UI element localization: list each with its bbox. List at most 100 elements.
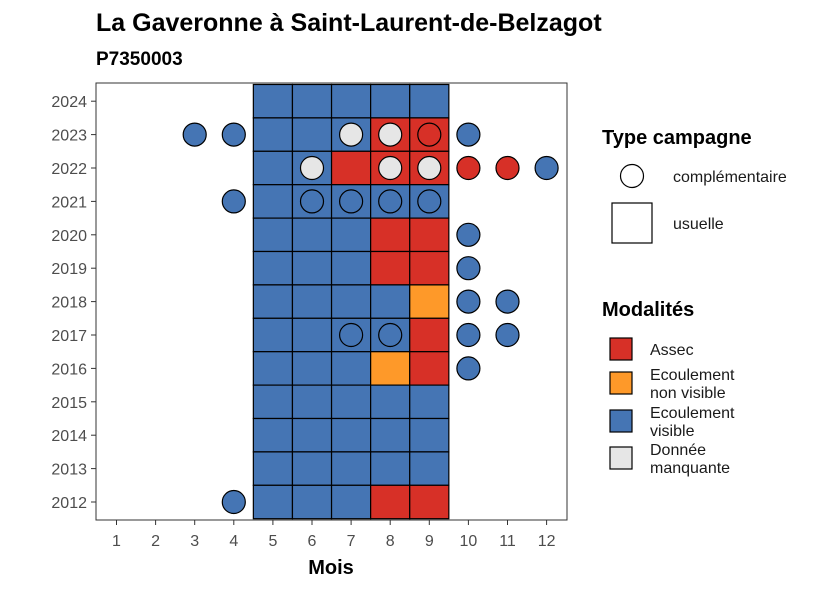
tile-2013-6 (291, 451, 333, 486)
y-tick-label-2022: 2022 (51, 161, 87, 178)
tile-2012-9 (409, 484, 450, 520)
y-tick-label-2014: 2014 (51, 428, 87, 445)
x-tick-label-4: 4 (229, 533, 238, 550)
legend-key-3 (609, 446, 633, 470)
point-2022-12 (534, 155, 559, 181)
y-tick-label-2017: 2017 (51, 328, 87, 345)
tile-2014-9 (409, 417, 450, 453)
tile-2024-6 (291, 83, 333, 119)
tile-2019-8 (370, 250, 411, 286)
point-2023-10 (456, 122, 481, 147)
tile-2012-5 (252, 484, 294, 520)
legend-key-0 (609, 337, 633, 361)
tile-2019-7 (330, 250, 372, 286)
tile-2014-6 (291, 417, 333, 453)
legend-label-2-1: visible (650, 423, 695, 440)
legend-key-2 (609, 409, 633, 433)
tile-2022-7 (330, 150, 372, 186)
legend-key-1 (609, 371, 633, 395)
legend: Type campagne complémentaire usuelle Modali… (602, 127, 787, 477)
point-2022-8 (378, 155, 403, 181)
y-tick-label-2012: 2012 (51, 495, 87, 512)
legend-type-circle (619, 163, 645, 189)
tile-2019-9 (409, 250, 450, 286)
tile-2016-5 (252, 351, 294, 386)
tile-2017-9 (409, 317, 450, 353)
legend-modalites-title: Modalités (602, 299, 694, 321)
tile-2018-7 (330, 284, 372, 319)
x-tick-label-7: 7 (347, 533, 356, 550)
plot-area (95, 82, 568, 521)
x-tick-label-9: 9 (425, 533, 434, 550)
tile-2015-9 (409, 384, 450, 420)
legend-label-3-1: manquante (650, 460, 730, 477)
tile-2013-5 (252, 451, 294, 486)
point-2021-8 (378, 189, 403, 214)
point-2022-11 (495, 155, 520, 181)
tile-2013-9 (409, 451, 450, 486)
point-2021-9 (417, 189, 442, 214)
tile-2012-6 (291, 484, 333, 520)
legend-label-2-0: Ecoulement (650, 405, 735, 422)
point-2017-10 (456, 322, 481, 348)
x-tick-label-1: 1 (112, 533, 121, 550)
tile-2018-8 (370, 284, 411, 319)
point-2023-7 (339, 122, 364, 147)
point-2022-10 (456, 155, 481, 181)
tile-2016-7 (330, 351, 372, 386)
x-tick-label-6: 6 (308, 533, 317, 550)
tile-2015-8 (370, 384, 411, 420)
tile-2020-5 (252, 217, 294, 253)
x-tick-label-12: 12 (538, 533, 556, 550)
point-2012-4 (221, 489, 246, 515)
point-2023-9 (417, 122, 442, 147)
tile-2023-6 (291, 117, 333, 152)
x-tick-label-2: 2 (151, 533, 160, 550)
x-tick-label-8: 8 (386, 533, 395, 550)
y-tick-label-2013: 2013 (51, 462, 87, 479)
point-2023-3 (182, 122, 207, 147)
tile-2019-6 (291, 250, 333, 286)
point-2021-6 (299, 189, 325, 214)
tile-2023-5 (252, 117, 294, 152)
point-2017-7 (339, 322, 364, 348)
tile-2014-8 (370, 417, 411, 453)
tile-2015-6 (291, 384, 333, 420)
y-tick-label-2020: 2020 (51, 228, 87, 245)
y-tick-label-2015: 2015 (51, 395, 87, 412)
point-2017-11 (495, 322, 520, 348)
tile-2018-5 (252, 284, 294, 319)
point-2021-4 (221, 189, 246, 214)
tile-2013-8 (370, 451, 411, 486)
point-2017-8 (378, 322, 403, 348)
tile-2024-8 (370, 83, 411, 119)
x-tick-label-3: 3 (190, 533, 199, 550)
tile-2024-5 (252, 83, 294, 119)
tile-2020-9 (409, 217, 450, 253)
point-2022-9 (417, 155, 442, 181)
y-tick-label-2016: 2016 (51, 361, 87, 378)
legend-type-label-1: usuelle (673, 216, 724, 233)
point-2022-6 (299, 155, 325, 181)
tile-2022-5 (252, 150, 294, 186)
y-tick-label-2023: 2023 (51, 128, 87, 145)
tile-2015-7 (330, 384, 372, 420)
point-2016-10 (456, 356, 481, 381)
tile-2020-7 (330, 217, 372, 253)
tile-2016-9 (409, 351, 450, 386)
tile-2017-6 (291, 317, 333, 353)
tile-2018-9 (409, 284, 450, 319)
chart-title: La Gaveronne à Saint-Laurent-de-Belzagot (96, 9, 602, 37)
x-axis-title: Mois (308, 557, 354, 579)
chart-subtitle: P7350003 (96, 49, 183, 70)
tile-2017-5 (252, 317, 294, 353)
x-tick-label-5: 5 (268, 533, 277, 550)
tile-2020-8 (370, 217, 411, 253)
tile-2019-5 (252, 250, 294, 286)
legend-label-1-0: Ecoulement (650, 367, 735, 384)
tile-2024-7 (330, 83, 372, 119)
tile-2015-5 (252, 384, 294, 420)
y-tick-label-2019: 2019 (51, 261, 87, 278)
legend-label-0-0: Assec (650, 342, 694, 359)
